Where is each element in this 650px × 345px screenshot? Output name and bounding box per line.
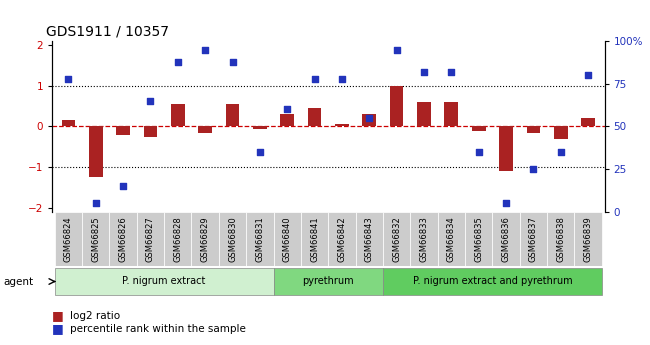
Text: GSM66830: GSM66830 xyxy=(228,216,237,262)
Point xyxy=(446,69,456,75)
Bar xyxy=(116,127,130,135)
Bar xyxy=(554,127,567,139)
Text: GSM66838: GSM66838 xyxy=(556,216,566,262)
Bar xyxy=(274,268,383,295)
Bar xyxy=(363,114,376,127)
Bar xyxy=(499,127,513,171)
Bar xyxy=(383,268,602,295)
Bar xyxy=(89,127,103,177)
Point xyxy=(419,69,429,75)
Bar xyxy=(547,211,575,266)
Text: ■: ■ xyxy=(52,309,64,322)
Bar xyxy=(526,127,540,132)
Text: GSM66842: GSM66842 xyxy=(337,216,346,262)
Bar xyxy=(171,104,185,127)
Bar xyxy=(192,211,219,266)
Bar xyxy=(136,211,164,266)
Text: GSM66832: GSM66832 xyxy=(392,216,401,262)
Point xyxy=(90,200,101,206)
Bar xyxy=(335,125,349,127)
Text: ■: ■ xyxy=(52,322,64,335)
Bar xyxy=(219,211,246,266)
Bar xyxy=(328,211,356,266)
Text: agent: agent xyxy=(3,276,33,286)
Point xyxy=(227,59,238,65)
Text: GSM66835: GSM66835 xyxy=(474,216,483,262)
Bar xyxy=(226,104,239,127)
Bar xyxy=(445,102,458,127)
Bar xyxy=(62,120,75,127)
Bar xyxy=(581,118,595,127)
Bar xyxy=(417,102,431,127)
Text: percentile rank within the sample: percentile rank within the sample xyxy=(70,324,246,334)
Point xyxy=(556,149,566,155)
Text: GSM66839: GSM66839 xyxy=(584,216,593,262)
Point xyxy=(473,149,484,155)
Point xyxy=(391,47,402,53)
Text: GSM66831: GSM66831 xyxy=(255,216,265,262)
Point xyxy=(337,76,347,82)
Text: GSM66824: GSM66824 xyxy=(64,216,73,262)
Bar xyxy=(307,108,321,127)
Bar xyxy=(301,211,328,266)
Text: GDS1911 / 10357: GDS1911 / 10357 xyxy=(47,25,170,39)
Point xyxy=(501,200,512,206)
Point xyxy=(145,98,155,104)
Text: P. nigrum extract: P. nigrum extract xyxy=(122,276,206,286)
Text: GSM66828: GSM66828 xyxy=(174,216,182,262)
Text: GSM66829: GSM66829 xyxy=(201,216,210,262)
Bar xyxy=(410,211,437,266)
Bar xyxy=(472,127,486,130)
Bar xyxy=(274,211,301,266)
Point xyxy=(63,76,73,82)
Bar xyxy=(437,211,465,266)
Bar xyxy=(198,127,212,132)
Bar xyxy=(164,211,192,266)
Bar xyxy=(55,211,82,266)
Text: GSM66833: GSM66833 xyxy=(419,216,428,262)
Text: GSM66826: GSM66826 xyxy=(118,216,127,262)
Text: GSM66840: GSM66840 xyxy=(283,216,292,262)
Text: GSM66827: GSM66827 xyxy=(146,216,155,262)
Point xyxy=(364,115,374,121)
Point xyxy=(583,73,593,78)
Text: log2 ratio: log2 ratio xyxy=(70,311,120,321)
Bar xyxy=(356,211,383,266)
Point xyxy=(255,149,265,155)
Bar xyxy=(492,211,520,266)
Text: GSM66825: GSM66825 xyxy=(91,216,100,262)
Bar xyxy=(520,211,547,266)
Text: GSM66836: GSM66836 xyxy=(502,216,510,262)
Text: P. nigrum extract and pyrethrum: P. nigrum extract and pyrethrum xyxy=(413,276,572,286)
Text: GSM66843: GSM66843 xyxy=(365,216,374,262)
Text: GSM66834: GSM66834 xyxy=(447,216,456,262)
Bar xyxy=(246,211,274,266)
Bar xyxy=(109,211,136,266)
Text: GSM66837: GSM66837 xyxy=(529,216,538,262)
Bar xyxy=(144,127,157,137)
Bar xyxy=(383,211,410,266)
Point xyxy=(200,47,211,53)
Bar xyxy=(575,211,602,266)
Bar xyxy=(390,86,404,127)
Bar xyxy=(82,211,109,266)
Text: pyrethrum: pyrethrum xyxy=(302,276,354,286)
Bar xyxy=(280,114,294,127)
Text: GSM66841: GSM66841 xyxy=(310,216,319,262)
Point xyxy=(309,76,320,82)
Bar xyxy=(55,268,274,295)
Point xyxy=(173,59,183,65)
Point xyxy=(282,107,293,112)
Point xyxy=(528,166,539,172)
Bar xyxy=(465,211,492,266)
Bar xyxy=(253,127,266,129)
Point xyxy=(118,183,128,189)
